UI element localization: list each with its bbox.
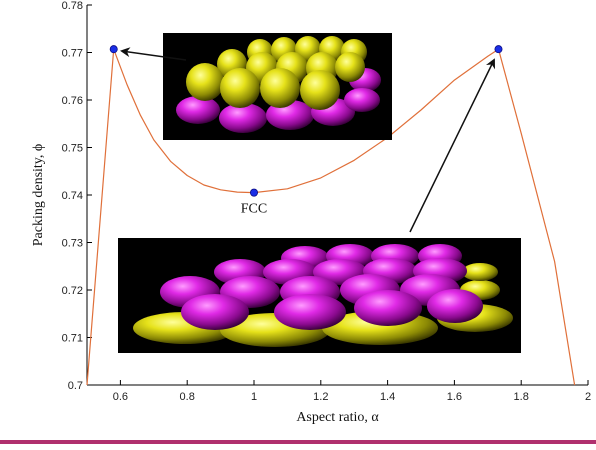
- y-tick-label: 0.72: [62, 285, 83, 297]
- y-axis-title: Packing density, ϕ: [31, 144, 46, 247]
- y-tick-label: 0.73: [62, 238, 83, 250]
- x-tick-label: 1.4: [380, 391, 395, 403]
- y-tick-label: 0.78: [62, 0, 83, 12]
- x-tick-label: 1: [251, 391, 257, 403]
- arrow-to-left-peak: [120, 47, 187, 61]
- series-line-0: [86, 48, 576, 386]
- x-tick-label: 0.6: [113, 391, 128, 403]
- bottom-rule: [0, 440, 596, 444]
- inset-prolate-ellipsoids: [118, 238, 521, 353]
- curve-layer: [86, 48, 576, 386]
- data-point-0: [109, 45, 118, 54]
- marker-layer: FCC: [109, 45, 503, 217]
- x-tick-label: 1.8: [514, 391, 529, 403]
- x-tick-label: 2: [585, 391, 591, 403]
- annotation-fcc: FCC: [241, 202, 267, 217]
- x-tick-label: 1.2: [313, 391, 328, 403]
- x-axis-title: Aspect ratio, α: [296, 410, 379, 425]
- data-point-2: [494, 45, 503, 54]
- y-tick-label: 0.75: [62, 143, 83, 155]
- inset-oblate-ellipsoids: [163, 33, 392, 140]
- x-tick-label: 1.6: [447, 391, 462, 403]
- y-tick-label: 0.71: [62, 333, 83, 345]
- y-tick-label: 0.76: [62, 95, 83, 107]
- data-point-1: [249, 188, 258, 197]
- x-tick-label: 0.8: [180, 391, 195, 403]
- axes: 0.7 0.71 0.72 0.73 0.74 0.75 0.76 0.77 0.78 0.6 0.…: [31, 0, 591, 425]
- y-tick-label: 0.7: [68, 380, 83, 392]
- arrow-to-right-peak: [409, 58, 495, 233]
- y-tick-label: 0.77: [62, 48, 83, 60]
- y-tick-label: 0.74: [62, 190, 83, 202]
